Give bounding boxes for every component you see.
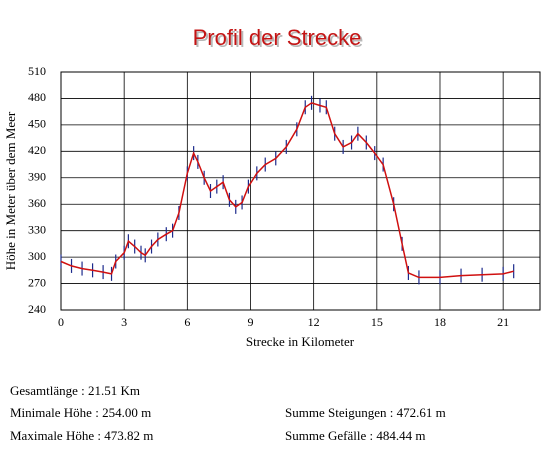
x-tick-label: 3	[121, 315, 127, 329]
x-tick-label: 21	[497, 315, 509, 329]
x-tick-label: 9	[247, 315, 253, 329]
elevation-line	[60, 102, 514, 279]
x-axis-label: Strecke in Kilometer	[246, 334, 355, 349]
y-tick-label: 390	[28, 170, 46, 184]
x-tick-label: 12	[308, 315, 320, 329]
x-tick-label: 0	[58, 315, 64, 329]
x-tick-label: 15	[371, 315, 383, 329]
x-tick-label: 18	[434, 315, 446, 329]
y-tick-label: 360	[28, 196, 46, 210]
x-tick-label: 6	[184, 315, 190, 329]
summary-text: Maximale Höhe : 473.82 m	[10, 428, 153, 443]
y-tick-label: 330	[28, 222, 46, 236]
summary-text: Minimale Höhe : 254.00 m	[10, 405, 151, 420]
y-tick-label: 420	[28, 143, 46, 157]
y-tick-label: 450	[28, 117, 46, 131]
summary-text: Summe Steigungen : 472.61 m	[285, 405, 446, 420]
y-tick-label: 300	[28, 249, 46, 263]
chart-title: Profil der Strecke	[193, 25, 362, 50]
plot-frame	[60, 71, 541, 311]
y-axis-label: Höhe in Meter über dem Meer	[3, 111, 18, 270]
chart-title-shadow: Profil der Strecke	[195, 27, 364, 52]
summary-text: Summe Gefälle : 484.44 m	[285, 428, 425, 443]
y-tick-label: 270	[28, 275, 46, 289]
summary-text: Gesamtlänge : 21.51 Km	[10, 383, 140, 398]
y-tick-label: 480	[28, 90, 46, 104]
y-tick-label: 510	[28, 64, 46, 78]
y-tick-label: 240	[28, 302, 46, 316]
